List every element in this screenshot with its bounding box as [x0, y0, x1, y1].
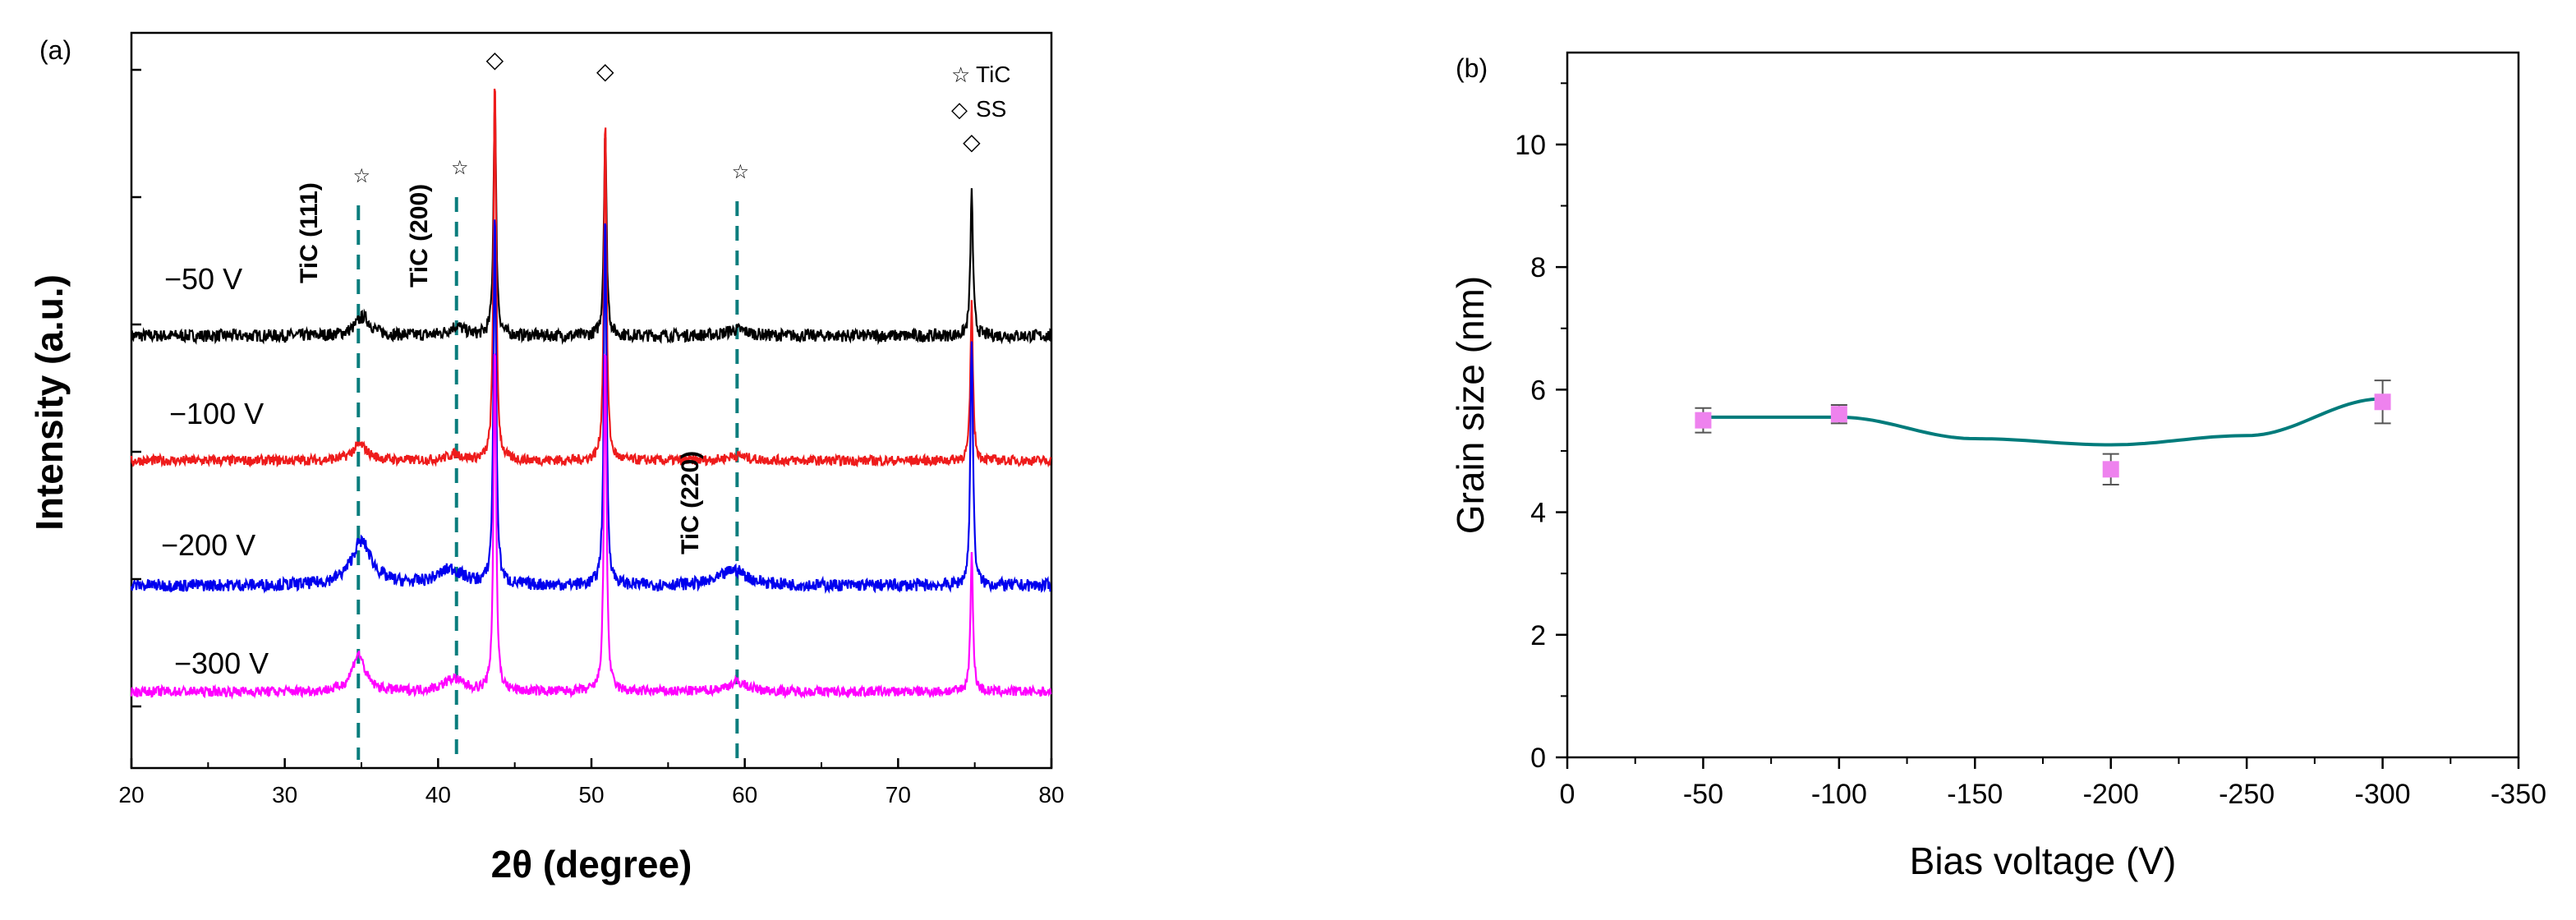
grain-x-axis-ticks: 0 -50 -100 -150 -200 -250 -300 -350 — [1560, 757, 2546, 810]
tic-star-marker: ☆ — [451, 157, 469, 179]
grain-x-tick-label: -350 — [2491, 779, 2546, 810]
xrd-y-axis-ticks — [131, 68, 141, 708]
label-tic-220: TiC (220) — [677, 451, 704, 554]
grain-x-tick-label: -250 — [2219, 779, 2275, 810]
xrd-y-axis-title: Intensity (a.u.) — [28, 274, 71, 531]
grain-x-tick-label: -300 — [2355, 779, 2411, 810]
grain-data-point — [2102, 461, 2119, 478]
xrd-peak-markers: ☆ ☆ ☆ ◇ ◇ ◇ — [353, 47, 982, 187]
legend-tic-symbol: ☆ — [951, 62, 970, 87]
xrd-series-label: −300 V — [174, 646, 269, 680]
xrd-plot-frame — [130, 31, 1053, 770]
label-tic-111: TiC (111) — [296, 182, 323, 283]
grain-y-tick-label: 4 — [1530, 498, 1546, 529]
xrd-series-label: −200 V — [161, 528, 255, 562]
grain-y-tick-label: 2 — [1530, 620, 1546, 651]
grain-x-axis-title: Bias voltage (V) — [1910, 840, 2177, 882]
xrd-x-tick-label: 70 — [886, 782, 911, 807]
panel-label-b: (b) — [1456, 53, 1488, 83]
grain-x-tick-label: -150 — [1947, 779, 2003, 810]
grain-y-axis-title: Grain size (nm) — [1449, 276, 1492, 534]
grain-x-tick-label: -50 — [1683, 779, 1723, 810]
grain-data-points — [1695, 380, 2391, 485]
xrd-x-tick-label: 60 — [732, 782, 757, 807]
xrd-x-axis-title: 2θ (degree) — [491, 843, 692, 886]
legend-ss-symbol: ◇ — [951, 97, 968, 122]
legend-tic-label: TiC — [976, 62, 1011, 87]
grain-fit-line — [1703, 397, 2383, 447]
grain-y-axis-ticks: 0 2 4 6 8 10 — [1515, 82, 1567, 774]
tic-star-marker: ☆ — [732, 161, 750, 183]
grain-y-tick-label: 0 — [1530, 743, 1546, 774]
legend-ss-label: SS — [976, 96, 1006, 122]
ss-diamond-marker: ◇ — [963, 129, 981, 154]
xrd-series-label: −50 V — [164, 262, 242, 296]
xrd-x-tick-label: 20 — [118, 782, 144, 807]
ss-diamond-marker: ◇ — [486, 47, 504, 72]
xrd-trace — [130, 353, 1052, 700]
grain-y-tick-label: 8 — [1530, 252, 1546, 283]
grain-y-tick-label: 6 — [1530, 375, 1546, 406]
ss-diamond-marker: ◇ — [596, 58, 614, 84]
xrd-panel: (a) 20 30 40 50 60 70 80 −50 V −100 V −200 V −300… — [28, 31, 1065, 886]
grain-data-point — [2374, 393, 2391, 411]
grain-fit-curve — [1703, 397, 2383, 447]
grain-x-tick-label: 0 — [1560, 779, 1576, 810]
grain-data-point — [1830, 406, 1847, 423]
xrd-x-tick-label: 30 — [272, 782, 297, 807]
xrd-traces — [130, 88, 1052, 700]
xrd-x-tick-label: 40 — [426, 782, 451, 807]
grain-y-tick-label: 10 — [1515, 130, 1546, 161]
xrd-trace — [130, 88, 1052, 468]
xrd-x-tick-label: 80 — [1038, 782, 1064, 807]
xrd-trace — [130, 106, 1052, 346]
tic-star-marker: ☆ — [353, 165, 371, 187]
grain-size-panel: (b) 0 -50 -100 -150 -200 -250 -300 -350 0 2 4 6 8 10… — [1449, 51, 2546, 882]
grain-x-tick-label: -100 — [1811, 779, 1867, 810]
xrd-series-labels: −50 V −100 V −200 V −300 V — [161, 262, 269, 680]
panel-label-a: (a) — [39, 35, 71, 65]
xrd-trace — [130, 219, 1051, 594]
grain-data-point — [1695, 412, 1712, 429]
xrd-legend: ☆ TiC ◇ SS — [951, 62, 1011, 122]
grain-x-tick-label: -200 — [2083, 779, 2139, 810]
label-tic-200: TiC (200) — [406, 184, 433, 288]
xrd-x-tick-label: 50 — [578, 782, 604, 807]
tic-reference-lines — [356, 197, 739, 760]
xrd-series-label: −100 V — [169, 397, 264, 430]
xrd-x-axis-ticks: 20 30 40 50 60 70 80 — [118, 758, 1065, 807]
